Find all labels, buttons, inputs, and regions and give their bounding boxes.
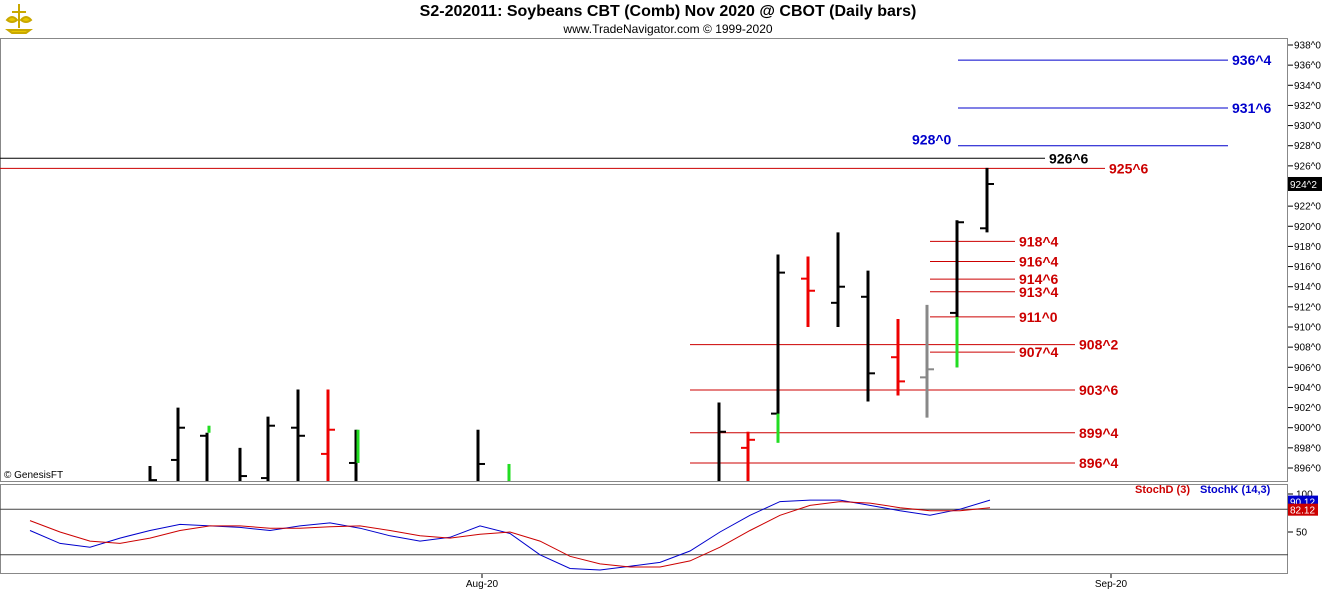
price-level-label: 899^4	[1079, 425, 1119, 441]
stochk-value-label: 90.12	[1290, 498, 1315, 509]
y-tick-label: 904^0	[1294, 383, 1321, 394]
price-pane	[0, 38, 1288, 482]
ind-series-line	[29, 499, 991, 571]
y-tick-label: 896^0	[1294, 464, 1321, 475]
y-tick-label: 914^0	[1294, 282, 1321, 293]
y-tick-label: 938^0	[1294, 41, 1321, 52]
ind-y-tick-label: 50	[1296, 528, 1308, 539]
chart-title: S2-202011: Soybeans CBT (Comb) Nov 2020 …	[419, 3, 917, 20]
indicator-pane	[0, 484, 1288, 574]
chart-header: S2-202011: Soybeans CBT (Comb) Nov 2020 …	[0, 0, 1336, 38]
stochd-value-label: 82.12	[1290, 506, 1315, 517]
y-tick-label: 928^0	[1294, 141, 1321, 152]
date-axis	[0, 574, 1288, 591]
last-price-label: 924^2	[1290, 180, 1317, 191]
price-level-label: 928^0	[912, 132, 952, 148]
price-level-label: 931^6	[1232, 100, 1272, 116]
y-tick-label: 898^0	[1294, 443, 1321, 454]
x-tick-label: Sep-20	[1095, 579, 1128, 590]
price-level-label: 896^4	[1079, 455, 1119, 471]
legend-stochd: StochD (3)	[1135, 484, 1190, 496]
chart-subtitle: www.TradeNavigator.com © 1999-2020	[563, 22, 773, 36]
copyright-text: © GenesisFT	[4, 470, 63, 481]
price-level-label: 911^0	[1019, 309, 1058, 325]
y-tick-label: 900^0	[1294, 423, 1321, 434]
y-tick-label: 902^0	[1294, 403, 1321, 414]
price-level-label: 918^4	[1019, 233, 1059, 249]
price-level-label: 925^6	[1109, 160, 1149, 176]
y-tick-label: 918^0	[1294, 242, 1321, 253]
stochd-value-tag	[1288, 503, 1318, 516]
y-tick-label: 922^0	[1294, 202, 1321, 213]
price-level-label: 913^4	[1019, 284, 1059, 300]
y-tick-label: 936^0	[1294, 61, 1321, 72]
y-tick-label: 916^0	[1294, 262, 1321, 273]
price-level-label: 916^4	[1019, 254, 1059, 270]
y-tick-label: 908^0	[1294, 343, 1321, 354]
trade-navigator-logo-icon	[5, 4, 33, 34]
legend-stochk: StochK (14,3)	[1200, 484, 1271, 496]
ind-y-tick-label: 100	[1296, 490, 1313, 501]
price-level-label: 903^6	[1079, 382, 1119, 398]
price-level-label: 914^6	[1019, 271, 1059, 287]
y-tick-label: 920^0	[1294, 222, 1321, 233]
x-tick-label: Aug-20	[466, 579, 499, 590]
price-level-label: 926^6	[1049, 150, 1089, 166]
last-price-tag	[1288, 176, 1322, 191]
y-tick-label: 926^0	[1294, 161, 1321, 172]
ind-series-line	[29, 501, 991, 568]
y-tick-label: 910^0	[1294, 323, 1321, 334]
price-level-label: 936^4	[1232, 52, 1272, 68]
y-tick-label: 906^0	[1294, 363, 1321, 374]
y-tick-label: 934^0	[1294, 81, 1321, 92]
price-level-label: 908^2	[1079, 337, 1119, 353]
y-tick-label: 930^0	[1294, 121, 1321, 132]
price-level-label: 907^4	[1019, 344, 1059, 360]
y-tick-label: 912^0	[1294, 302, 1321, 313]
y-tick-label: 932^0	[1294, 101, 1321, 112]
